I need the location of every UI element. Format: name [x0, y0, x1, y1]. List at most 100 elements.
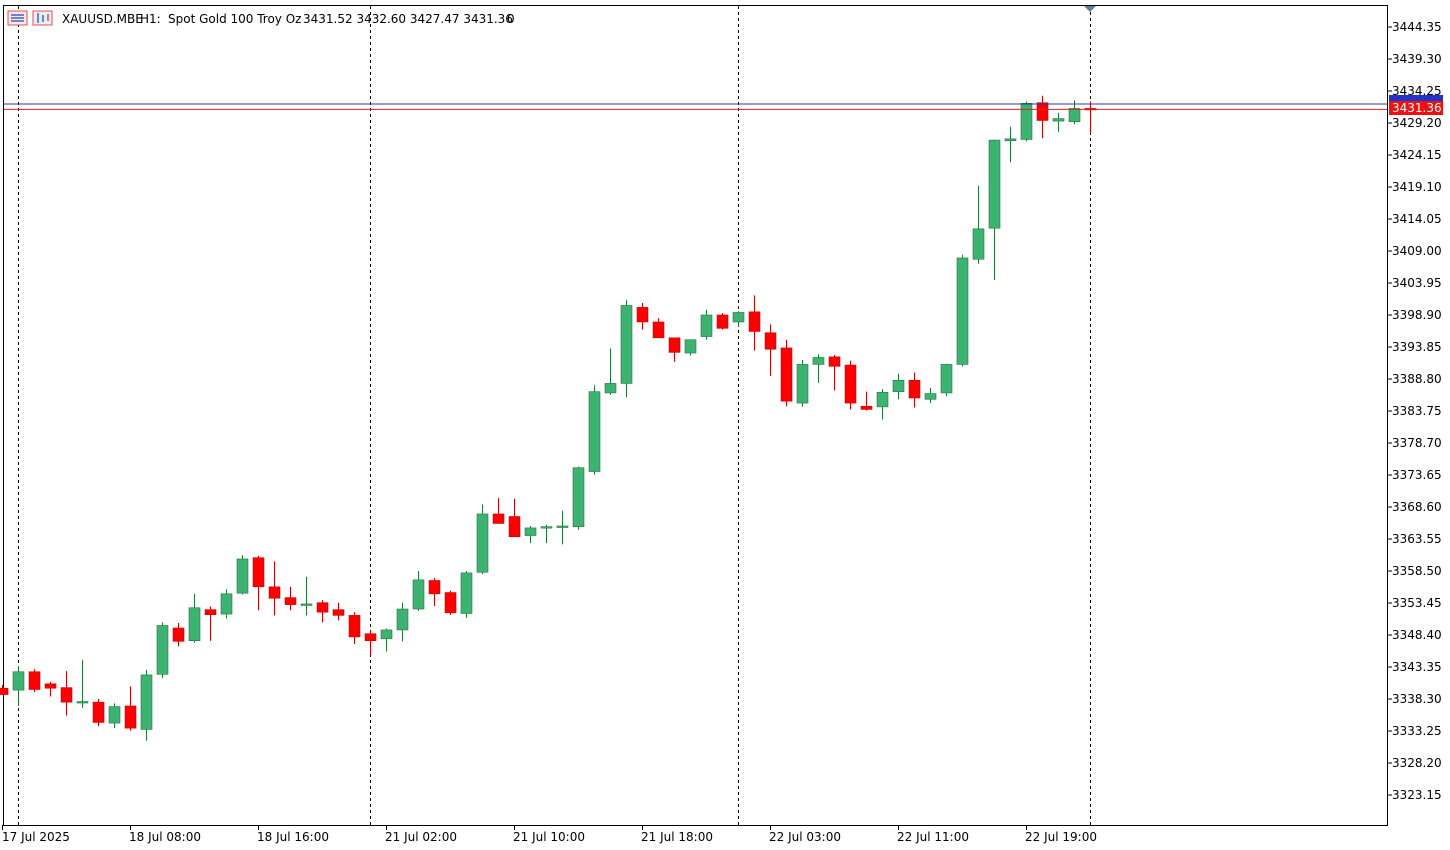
time-tick-label: 17 Jul 2025 [2, 830, 70, 844]
candle-body-bull [76, 701, 89, 704]
timeframe-label: H1: [140, 12, 161, 26]
candle-body-bear [204, 609, 217, 616]
candle-body-bear [508, 516, 521, 538]
time-tick-label: 21 Jul 18:00 [641, 830, 713, 844]
candle [332, 602, 345, 621]
price-tick-label: 3414.05 [1392, 212, 1442, 226]
price-lines [4, 103, 1387, 110]
price-tick-label: 3353.45 [1392, 596, 1442, 610]
candle-body-bull [700, 314, 713, 337]
plot-area-frame [3, 5, 1388, 826]
candle-body-bull [156, 625, 169, 675]
candle-body-bull [188, 607, 201, 642]
candle-body-bear [652, 321, 665, 339]
price-tick-label: 3409.00 [1392, 244, 1442, 258]
price-tick-label: 3348.40 [1392, 628, 1442, 642]
candle-body-bull [588, 391, 601, 472]
candle-body-bear [28, 671, 41, 690]
candle-body-bear [60, 687, 73, 703]
candle [476, 504, 489, 575]
candle-body-bear [844, 364, 857, 404]
candle-body-bull [524, 527, 537, 536]
candle [556, 510, 569, 545]
symbol-label: XAUUSD.MBE [62, 12, 143, 26]
ohlc-label: 3431.52 3432.60 3427.47 3431.36 [303, 12, 513, 26]
candle [108, 703, 121, 729]
price-tick-label: 3378.70 [1392, 436, 1442, 450]
candle [604, 348, 617, 395]
price-axis: 3444.35 3439.30 3434.25 3429.20 3424.15 3419.… [1387, 20, 1442, 802]
candle [444, 590, 457, 615]
candle-body-bull [412, 579, 425, 610]
time-tick-label: 22 Jul 11:00 [897, 830, 969, 844]
candle-body-bear [764, 332, 777, 350]
candle [0, 685, 9, 695]
price-tick-label: 3388.80 [1392, 372, 1442, 386]
price-tick-label: 3403.95 [1392, 276, 1442, 290]
candle-body-bull [476, 513, 489, 573]
candle-body-bull [540, 526, 553, 529]
candle [1004, 126, 1017, 163]
candle [924, 387, 937, 404]
candle-body-bear [780, 347, 793, 402]
candle [156, 622, 169, 679]
price-tick-label: 3338.30 [1392, 692, 1442, 706]
candle-body-bull [620, 305, 633, 384]
description-label: Spot Gold 100 Troy Oz [168, 12, 301, 26]
price-tick-label: 3343.35 [1392, 660, 1442, 674]
price-tick-label: 3383.75 [1392, 404, 1442, 418]
candle-body-bear [92, 701, 105, 723]
candle-body-bull [924, 393, 937, 400]
candle [140, 669, 153, 741]
candle-body-bear [668, 337, 681, 353]
candle-body-bear [428, 580, 441, 595]
price-tick-label: 3373.65 [1392, 468, 1442, 482]
candle-body-bear [124, 705, 137, 729]
candle [28, 669, 41, 693]
candle-body-bear [1036, 102, 1049, 121]
candle [524, 526, 537, 544]
candle [1020, 101, 1033, 142]
bid-price-label: 3431.36 [1392, 101, 1442, 115]
candle [492, 498, 505, 524]
candle [364, 629, 377, 656]
chart-shift-marker-icon[interactable] [1084, 6, 1096, 12]
candle [124, 686, 137, 731]
candle-body-bull [396, 608, 409, 631]
candle-body-bull [732, 312, 745, 323]
candle-body-bull [604, 383, 617, 394]
candle-body-bull [108, 706, 121, 724]
candle-body-bull [1004, 138, 1017, 142]
candle-body-bull [988, 139, 1001, 229]
candle [908, 372, 921, 408]
candle-body-bull [684, 339, 697, 354]
candle [316, 600, 329, 623]
candle-body-bear [172, 627, 185, 642]
candle [812, 354, 825, 383]
candle-body-bear [284, 597, 297, 605]
bid-price-badge [1389, 101, 1443, 115]
candle-body-bear [860, 405, 873, 410]
chart-list-icon[interactable] [7, 10, 28, 26]
candle-body-bear [348, 615, 361, 638]
candle [380, 628, 393, 652]
candle [652, 318, 665, 339]
candle [716, 313, 729, 330]
candle [348, 612, 361, 644]
candle [300, 576, 313, 616]
candle [572, 466, 585, 530]
price-tick-label: 3323.15 [1392, 788, 1442, 802]
candle [236, 555, 249, 595]
candle [268, 561, 281, 616]
candle-body-bear [364, 633, 377, 642]
candle-body-bull [892, 379, 905, 392]
chart-bars-icon[interactable] [32, 10, 53, 26]
candle [828, 354, 841, 391]
candle-body-bull [236, 558, 249, 594]
candle [972, 185, 985, 264]
candle [940, 363, 953, 397]
candle [732, 311, 745, 328]
candle-body-bull [460, 572, 473, 614]
